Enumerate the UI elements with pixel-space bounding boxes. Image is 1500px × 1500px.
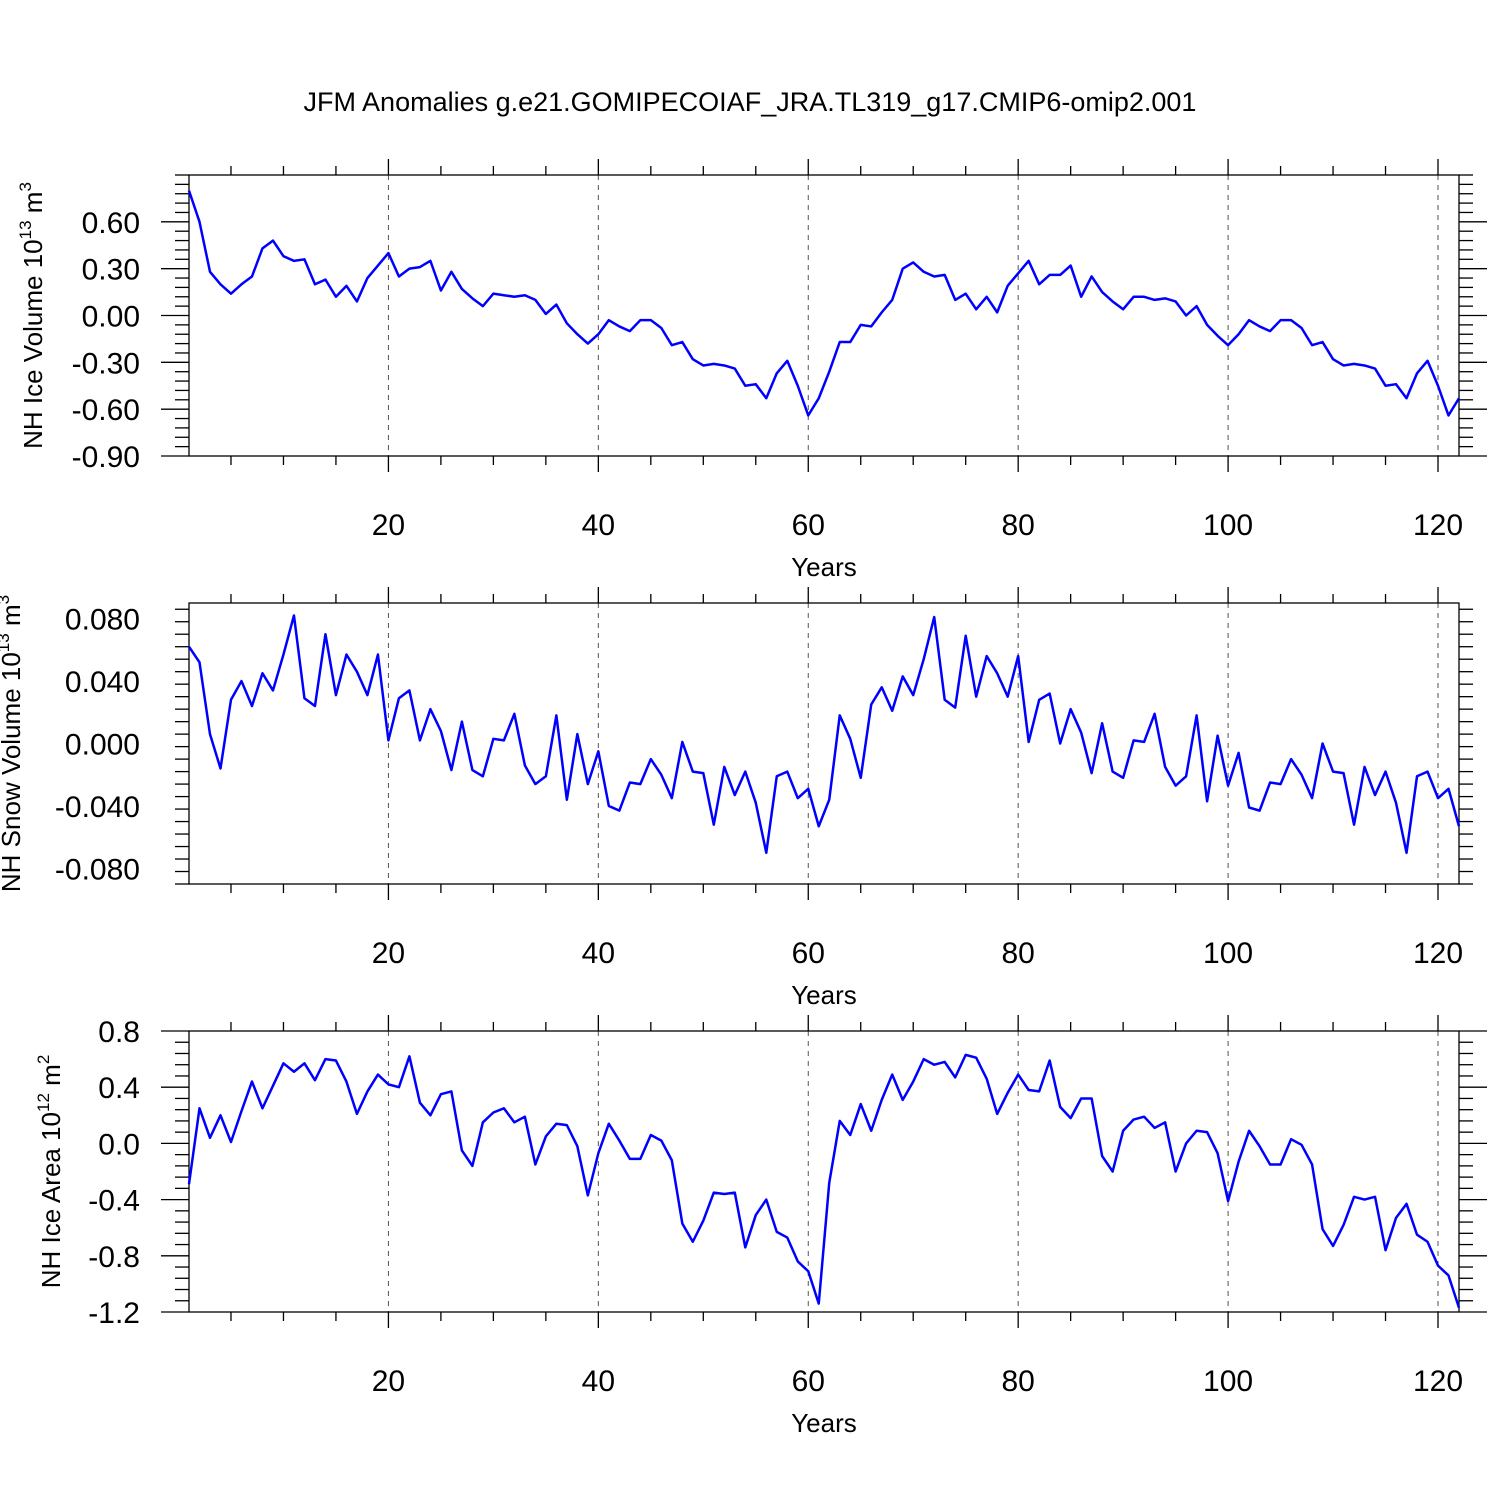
ice-volume-x-tick-label: 20: [372, 509, 405, 542]
ice-area-y-tick-label: -1.2: [88, 1297, 140, 1330]
snow-volume-x-tick-label: 80: [1001, 937, 1034, 970]
ice-volume-x-tick-label: 80: [1001, 509, 1034, 542]
ice-area-x-axis-title: Years: [791, 1408, 857, 1438]
snow-volume-y-tick-label: -0.080: [55, 853, 140, 886]
ice-volume-y-axis-title: NH Ice Volume 1013 m3: [16, 182, 48, 449]
ice-area-y-tick-label: 0.0: [98, 1128, 140, 1161]
ice-volume-plot-frame: [188, 174, 1460, 457]
ice-volume-y-tick-label: 0.60: [82, 207, 140, 240]
ice-area-y-tick-label: -0.8: [88, 1241, 140, 1274]
ice-volume-y-tick-label: 0.30: [82, 254, 140, 287]
panel-nh-ice-volume: -0.90 -0.60 -0.30 0.00 0.30 0.60 20 40 60 80 100 12…: [16, 159, 1487, 582]
ice-area-y-axis-title: NH Ice Area 1012 m2: [34, 1055, 66, 1289]
ice-volume-x-tick-label: 100: [1203, 509, 1253, 542]
snow-volume-y-tick-label: 0.040: [65, 666, 140, 699]
snow-volume-x-tick-label: 100: [1203, 937, 1253, 970]
snow-volume-y-tick-label: -0.040: [55, 791, 140, 824]
snow-volume-y-tick-label: 0.080: [65, 604, 140, 637]
ice-volume-x-axis-title: Years: [791, 552, 857, 582]
ice-area-plot-frame: [188, 1030, 1460, 1313]
ice-area-x-tick-label: 20: [372, 1365, 405, 1398]
snow-volume-x-tick-label: 120: [1413, 937, 1463, 970]
ice-volume-y-tick-label: -0.30: [72, 347, 140, 380]
ice-area-x-tick-label: 80: [1001, 1365, 1034, 1398]
ice-volume-x-tick-label: 60: [792, 509, 825, 542]
ice-area-x-tick-label: 60: [792, 1365, 825, 1398]
ice-volume-series-line: [187, 190, 1461, 417]
ice-area-y-tick-label: 0.8: [98, 1016, 140, 1049]
ice-area-y-tick-label: -0.4: [88, 1185, 140, 1218]
chart-title: JFM Anomalies g.e21.GOMIPECOIAF_JRA.TL31…: [304, 87, 1197, 117]
ice-volume-y-tick-label: -0.90: [72, 441, 140, 474]
ice-volume-y-tick-label: -0.60: [72, 394, 140, 427]
snow-volume-y-tick-label: 0.000: [65, 729, 140, 762]
snow-volume-x-tick-label: 20: [372, 937, 405, 970]
snow-volume-series-line: [187, 614, 1461, 855]
panel-nh-snow-volume: -0.080 -0.040 0.000 0.040 0.080 20 40 60 80 100 12…: [0, 587, 1473, 1010]
ice-volume-x-tick-label: 40: [582, 509, 615, 542]
snow-volume-x-axis-title: Years: [791, 980, 857, 1010]
panel-nh-ice-area: -1.2 -0.8 -0.4 0.0 0.4 0.8 20 40 60 80 100 120 Years…: [34, 1015, 1487, 1438]
ice-area-series-line: [187, 1053, 1461, 1309]
ice-area-x-tick-label: 120: [1413, 1365, 1463, 1398]
ice-volume-y-tick-label: 0.00: [82, 301, 140, 334]
ice-area-x-tick-label: 40: [582, 1365, 615, 1398]
ice-area-y-tick-label: 0.4: [98, 1072, 140, 1105]
ice-volume-x-tick-label: 120: [1413, 509, 1463, 542]
snow-volume-x-tick-label: 60: [792, 937, 825, 970]
snow-volume-plot-frame: [188, 602, 1460, 885]
snow-volume-y-axis-title: NH Snow Volume 1013 m3: [0, 595, 26, 892]
snow-volume-x-tick-label: 40: [582, 937, 615, 970]
ice-area-x-tick-label: 100: [1203, 1365, 1253, 1398]
